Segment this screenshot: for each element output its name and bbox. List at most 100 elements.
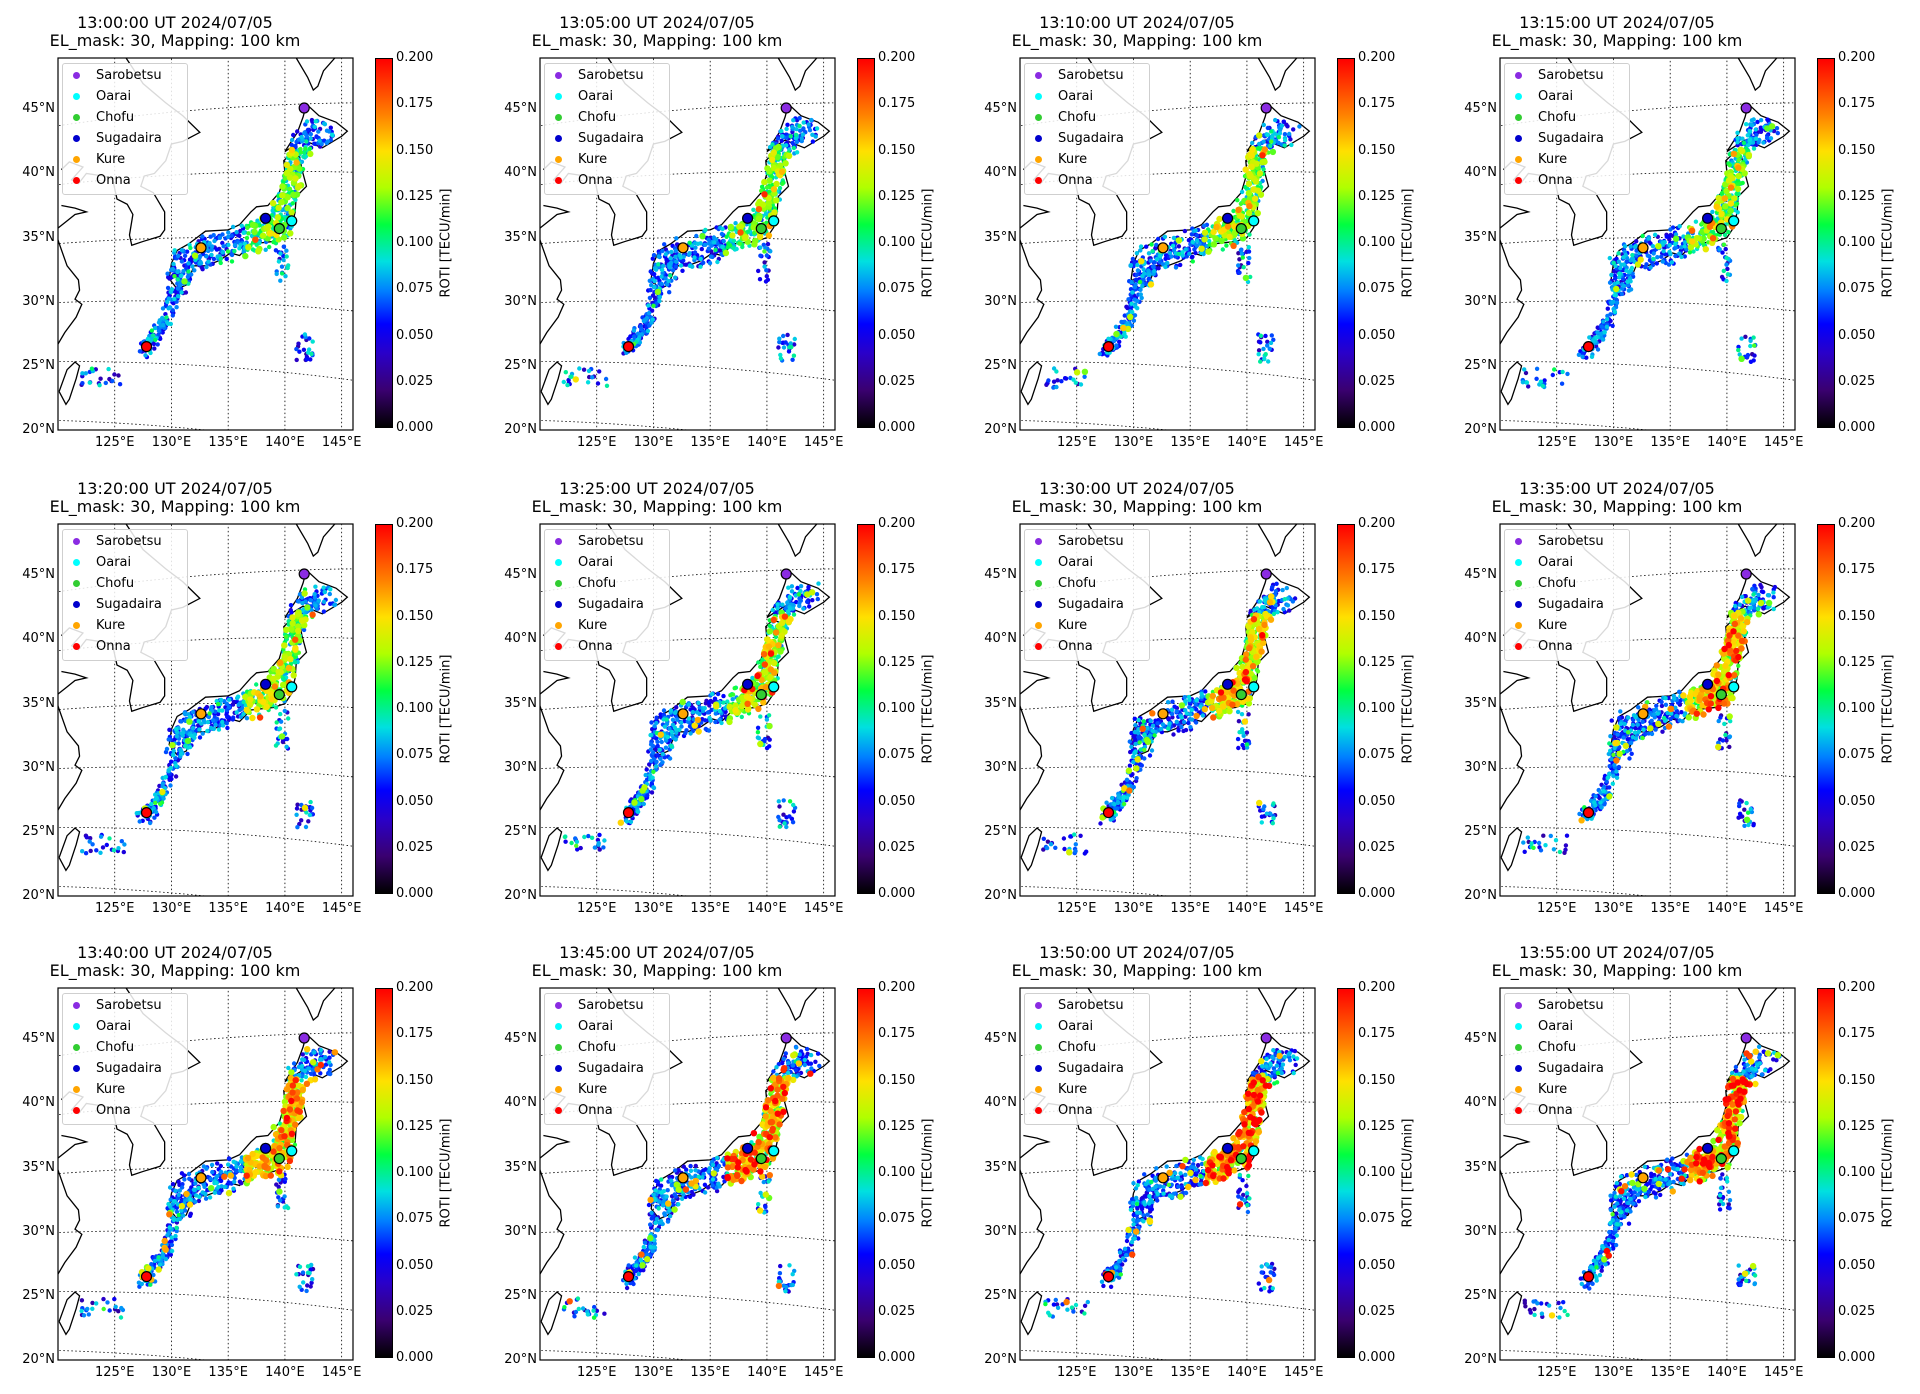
roti-point: [651, 304, 655, 308]
roti-point: [1722, 269, 1726, 273]
roti-point: [756, 730, 760, 734]
roti-point: [706, 710, 710, 714]
roti-point: [650, 790, 654, 794]
roti-point: [284, 635, 288, 639]
roti-point: [283, 709, 287, 713]
roti-point: [242, 231, 246, 235]
roti-point: [328, 592, 332, 596]
roti-point: [764, 279, 768, 283]
roti-point: [1522, 367, 1526, 371]
station-marker-kure: [196, 709, 206, 719]
legend-label: Oarai: [96, 555, 131, 570]
legend-label: Chofu: [96, 110, 134, 125]
roti-point: [1249, 153, 1255, 159]
roti-point: [771, 660, 777, 666]
roti-point: [290, 620, 296, 626]
legend-marker: [73, 538, 80, 545]
roti-point: [200, 267, 204, 271]
colorbar-tick-label: 0.000: [878, 421, 915, 435]
roti-point: [206, 720, 210, 724]
roti-point: [174, 764, 178, 768]
roti-point: [1283, 138, 1287, 142]
roti-point: [1661, 259, 1665, 263]
roti-point: [1673, 236, 1679, 242]
roti-point: [322, 609, 326, 613]
roti-point: [1250, 186, 1256, 192]
legend-label: Oarai: [1538, 89, 1573, 104]
roti-point: [758, 277, 762, 281]
roti-point: [695, 710, 699, 714]
roti-point: [668, 273, 672, 277]
roti-point: [757, 736, 761, 740]
lat-tick-label: 35°N: [962, 231, 1017, 245]
roti-point: [709, 254, 713, 258]
roti-point: [1243, 166, 1249, 172]
roti-point: [280, 271, 284, 275]
roti-point: [1752, 353, 1756, 357]
roti-point: [1752, 358, 1756, 362]
roti-point: [710, 692, 714, 696]
roti-point: [673, 255, 677, 259]
roti-point: [1256, 146, 1260, 150]
station-marker-sugadaira: [261, 213, 271, 223]
roti-point: [668, 265, 672, 269]
roti-point: [687, 241, 691, 245]
roti-point: [1623, 244, 1627, 248]
roti-point: [1106, 337, 1110, 341]
legend-label: Oarai: [96, 89, 131, 104]
roti-point: [769, 157, 775, 163]
roti-point: [1646, 253, 1650, 257]
legend-item: Sarobetsu: [73, 532, 162, 552]
roti-point: [647, 311, 651, 315]
roti-point: [99, 835, 103, 839]
roti-point: [169, 742, 175, 748]
roti-point: [275, 205, 281, 211]
legend-marker: [1035, 93, 1042, 100]
roti-point: [1283, 132, 1287, 136]
roti-point: [284, 745, 288, 749]
roti-point: [288, 187, 292, 191]
roti-point: [104, 381, 108, 385]
roti-point: [295, 358, 299, 362]
roti-point: [1594, 335, 1598, 339]
roti-point: [166, 306, 170, 310]
roti-point: [655, 753, 659, 757]
colorbar: [857, 58, 875, 428]
roti-point: [274, 743, 278, 747]
roti-point: [625, 819, 629, 823]
roti-point: [1163, 265, 1167, 269]
roti-point: [179, 752, 183, 756]
roti-point: [713, 697, 717, 701]
roti-point: [213, 723, 217, 727]
roti-point: [805, 600, 809, 604]
roti-point: [84, 851, 88, 855]
roti-point: [1765, 136, 1769, 140]
roti-point: [80, 371, 84, 375]
roti-point: [287, 175, 293, 181]
roti-point: [309, 132, 313, 136]
roti-point: [1120, 325, 1126, 331]
roti-point: [264, 704, 270, 710]
legend-label: Kure: [1058, 152, 1087, 167]
roti-point: [309, 136, 313, 140]
roti-point: [713, 720, 717, 724]
roti-point: [776, 136, 780, 140]
roti-point: [785, 123, 789, 127]
roti-point: [284, 249, 288, 253]
roti-point: [1243, 275, 1249, 281]
roti-point: [287, 656, 293, 662]
roti-point: [260, 699, 266, 705]
roti-point: [1577, 353, 1581, 357]
lon-tick-label: 145°E: [1274, 435, 1334, 450]
roti-point: [1743, 335, 1747, 339]
roti-point: [291, 201, 295, 205]
roti-point: [1262, 146, 1268, 152]
roti-point: [201, 731, 205, 735]
roti-point: [191, 710, 195, 714]
roti-point: [1735, 131, 1739, 135]
roti-point: [782, 345, 786, 349]
roti-point: [1165, 261, 1169, 265]
roti-point: [1213, 224, 1219, 230]
roti-point: [794, 133, 798, 137]
